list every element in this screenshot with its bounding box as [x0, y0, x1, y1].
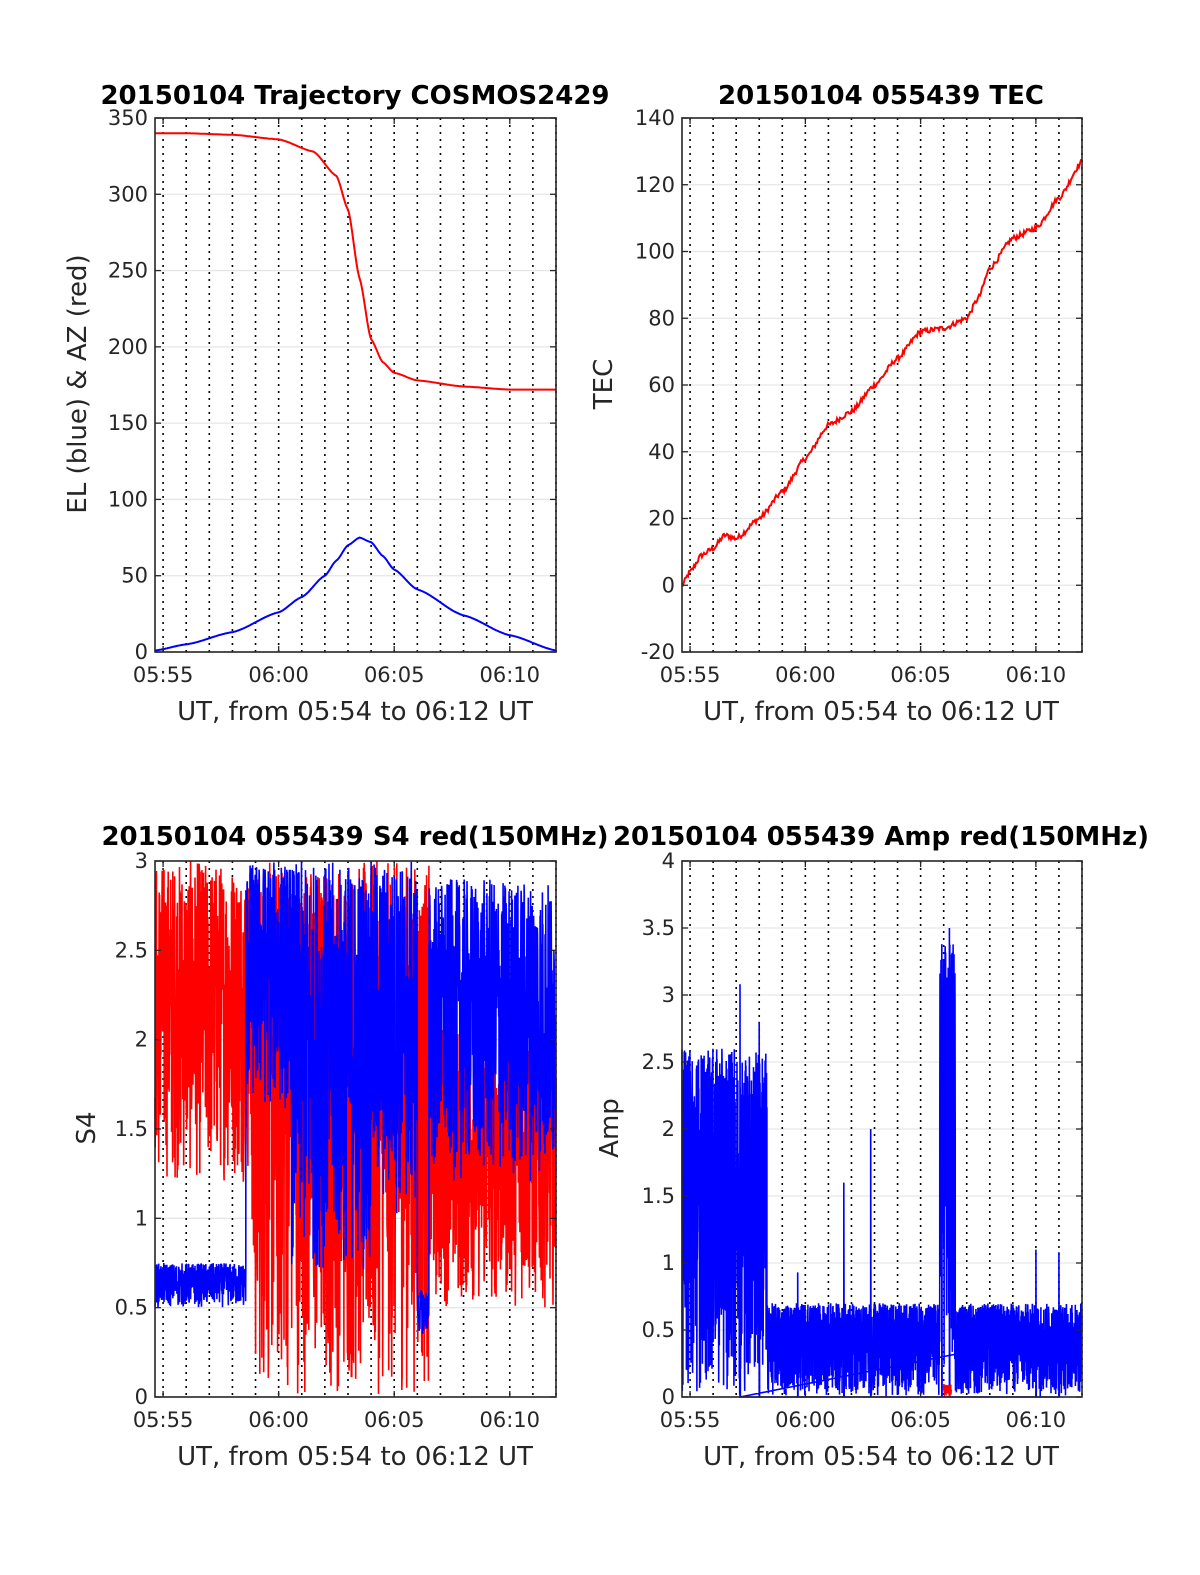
y-tick-label: 2 — [135, 1028, 148, 1052]
series-line-amp-1 — [942, 1383, 953, 1397]
x-tick-label: 06:10 — [1006, 1408, 1067, 1432]
x-tick-label: 06:10 — [480, 663, 541, 687]
y-tick-label: 1.5 — [642, 1184, 675, 1208]
y-tick-label: 250 — [108, 259, 148, 283]
y-tick-label: 0.5 — [642, 1318, 675, 1342]
s4-title: 20150104 055439 S4 red(150MHz) — [101, 822, 608, 852]
y-tick-label: 50 — [121, 564, 148, 588]
amp-title: 20150104 055439 Amp red(150MHz) — [613, 822, 1149, 852]
series-line-traj-0 — [155, 132, 556, 391]
y-tick-label: 40 — [648, 440, 675, 464]
tec-panel: -20 0 20 40 60 80 100 120 140 05:55 06:00 06:05 06:1… — [589, 81, 1083, 727]
y-tick-label: 0 — [135, 1385, 148, 1409]
y-tick-label: 0 — [662, 1385, 675, 1409]
y-tick-label: 200 — [108, 335, 148, 359]
y-tick-label: 150 — [108, 411, 148, 435]
y-tick-label: 100 — [635, 240, 675, 264]
x-tick-label: 05:55 — [133, 663, 194, 687]
s4-xlabel: UT, from 05:54 to 06:12 UT — [177, 1442, 533, 1472]
series-line-traj-1 — [154, 536, 557, 652]
y-tick-label: 1 — [135, 1206, 148, 1230]
trajectory-panel: 0 50 100 150 200 250 300 350 05:55 06:00 06:05 06:1… — [63, 81, 610, 727]
y-tick-label: 300 — [108, 182, 148, 206]
amp-ylabel: Amp — [595, 1098, 625, 1158]
x-tick-label: 06:05 — [890, 663, 951, 687]
y-tick-label: 1.5 — [115, 1117, 148, 1141]
s4-ylabel: S4 — [72, 1111, 102, 1144]
y-tick-label: 0 — [662, 573, 675, 597]
y-tick-label: 2 — [662, 1117, 675, 1141]
x-tick-label: 06:00 — [248, 663, 309, 687]
series-line-tec-0 — [681, 158, 1083, 587]
tec-ylabel: TEC — [589, 359, 619, 410]
y-tick-label: 80 — [648, 306, 675, 330]
series-line-amp-0 — [681, 927, 1083, 1398]
x-tick-label: 06:05 — [364, 663, 425, 687]
y-tick-label: 140 — [635, 106, 675, 130]
trajectory-xlabel: UT, from 05:54 to 06:12 UT — [177, 697, 533, 727]
tec-xlabel: UT, from 05:54 to 06:12 UT — [703, 697, 1059, 727]
trajectory-title: 20150104 Trajectory COSMOS2429 — [100, 81, 609, 111]
x-tick-label: 05:55 — [660, 1408, 721, 1432]
x-tick-label: 05:55 — [133, 1408, 194, 1432]
y-tick-label: 0 — [135, 640, 148, 664]
x-tick-label: 06:00 — [248, 1408, 309, 1432]
y-tick-label: 3.5 — [642, 916, 675, 940]
y-tick-label: 100 — [108, 487, 148, 511]
y-tick-label: -20 — [641, 640, 675, 664]
y-tick-label: 20 — [648, 507, 675, 531]
x-tick-label: 05:55 — [660, 663, 721, 687]
y-tick-label: 60 — [648, 373, 675, 397]
y-tick-label: 3 — [135, 849, 148, 873]
s4-panel: 0 0.5 1 1.5 2 2.5 3 05:55 06:00 06:05 06:10 2015010… — [72, 822, 609, 1472]
y-tick-label: 120 — [635, 173, 675, 197]
amp-xlabel: UT, from 05:54 to 06:12 UT — [703, 1442, 1059, 1472]
trajectory-ylabel: EL (blue) & AZ (red) — [63, 254, 93, 513]
y-tick-label: 350 — [108, 106, 148, 130]
y-tick-label: 2.5 — [115, 938, 148, 962]
x-tick-label: 06:05 — [890, 1408, 951, 1432]
y-tick-label: 2.5 — [642, 1050, 675, 1074]
amp-panel: 0 0.5 1 1.5 2 2.5 3 3.5 4 05:55 06:00 06:05 06:10 201… — [595, 822, 1149, 1472]
x-tick-label: 06:10 — [1006, 663, 1067, 687]
tec-title: 20150104 055439 TEC — [718, 81, 1044, 111]
axes-box — [154, 117, 557, 653]
y-tick-label: 1 — [662, 1251, 675, 1275]
x-tick-label: 06:00 — [775, 1408, 836, 1432]
x-tick-label: 06:10 — [480, 1408, 541, 1432]
x-tick-label: 06:05 — [364, 1408, 425, 1432]
y-tick-label: 4 — [662, 849, 675, 873]
x-tick-label: 06:00 — [775, 663, 836, 687]
y-tick-label: 3 — [662, 983, 675, 1007]
y-tick-label: 0.5 — [115, 1296, 148, 1320]
series-line-s4-1 — [154, 861, 557, 1335]
